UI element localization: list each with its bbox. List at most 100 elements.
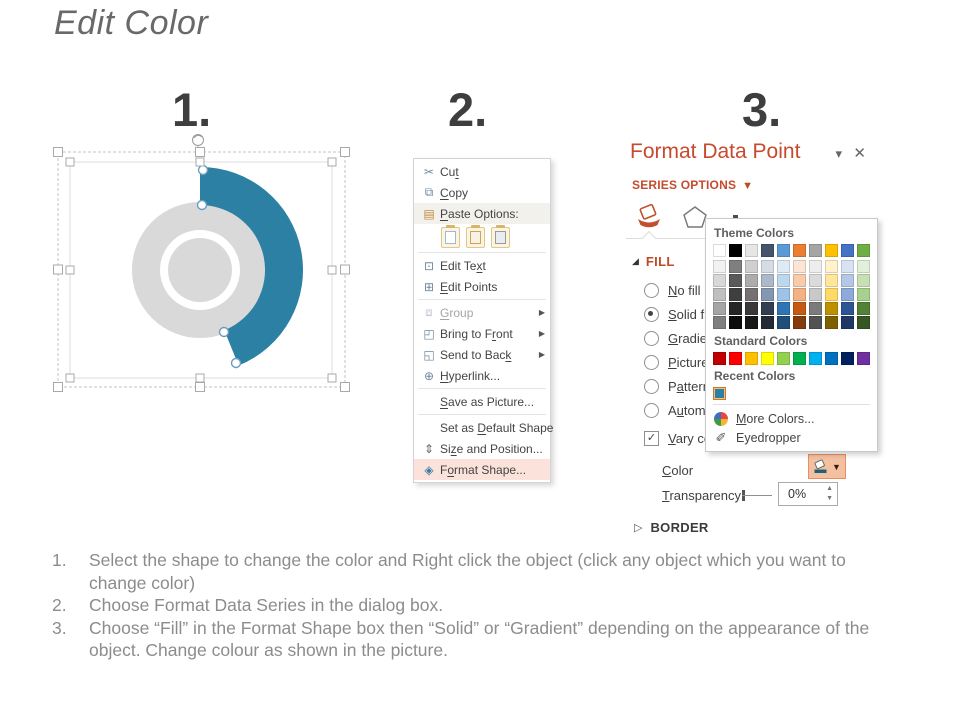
color-swatch[interactable] (713, 274, 726, 287)
radio-icon[interactable] (644, 306, 659, 322)
menu-item-cut[interactable]: ✂ Cut (414, 161, 550, 182)
color-swatch[interactable] (713, 352, 726, 365)
color-swatch[interactable] (825, 244, 838, 257)
color-swatch[interactable] (857, 244, 870, 257)
color-swatch[interactable] (825, 288, 838, 301)
color-swatch[interactable] (745, 288, 758, 301)
paste-option-merge-icon[interactable] (466, 224, 485, 248)
rotation-handle[interactable] (192, 134, 204, 146)
color-swatch[interactable] (777, 288, 790, 301)
border-section-header[interactable]: ▷ BORDER (634, 520, 709, 535)
color-swatch[interactable] (825, 260, 838, 273)
color-swatch[interactable] (793, 316, 806, 329)
color-swatch[interactable] (729, 288, 742, 301)
color-swatch[interactable] (761, 244, 774, 257)
radio-icon[interactable] (644, 378, 659, 394)
color-swatch[interactable] (745, 352, 758, 365)
color-swatch[interactable] (761, 302, 774, 315)
fill-color-button[interactable]: ▼ (808, 454, 846, 479)
color-swatch[interactable] (761, 316, 774, 329)
color-swatch[interactable] (841, 302, 854, 315)
color-swatch[interactable] (729, 352, 742, 365)
color-swatch[interactable] (777, 274, 790, 287)
color-swatch[interactable] (793, 260, 806, 273)
spin-up-icon[interactable]: ▲ (826, 485, 833, 492)
eyedropper-item[interactable]: ✐ Eyedropper (713, 428, 870, 447)
color-swatch[interactable] (857, 302, 870, 315)
color-swatch[interactable] (841, 274, 854, 287)
menu-item-edit-points[interactable]: ⊞ Edit Points (414, 276, 550, 297)
color-swatch[interactable] (809, 302, 822, 315)
menu-item-paste-options[interactable]: ▤ Paste Options: (414, 203, 550, 224)
color-swatch[interactable] (729, 244, 742, 257)
color-swatch[interactable] (857, 316, 870, 329)
color-swatch[interactable] (745, 316, 758, 329)
menu-item-edit-text[interactable]: ⊡ Edit Text (414, 255, 550, 276)
tab-fill-line[interactable] (634, 202, 664, 230)
color-swatch[interactable] (825, 316, 838, 329)
color-swatch[interactable] (729, 274, 742, 287)
color-swatch[interactable] (793, 274, 806, 287)
transparency-value-field[interactable]: 0% ▲ ▼ (778, 482, 838, 506)
color-swatch[interactable] (825, 274, 838, 287)
color-swatch[interactable] (713, 302, 726, 315)
color-swatch[interactable] (729, 316, 742, 329)
color-swatch[interactable] (841, 260, 854, 273)
selected-donut-shape[interactable] (50, 130, 355, 395)
color-swatch[interactable] (809, 244, 822, 257)
fill-option-no-fill[interactable]: No fill (644, 278, 874, 302)
close-icon[interactable]: ✕ (853, 145, 866, 162)
arc-handles[interactable] (196, 164, 242, 369)
color-swatch[interactable] (793, 244, 806, 257)
color-swatch[interactable] (841, 244, 854, 257)
menu-item-copy[interactable]: ⧉ Copy (414, 182, 550, 203)
color-swatch[interactable] (857, 352, 870, 365)
menu-item-set-as-default-shape[interactable]: Set as Default Shape (414, 417, 553, 438)
color-swatch[interactable] (761, 288, 774, 301)
transparency-slider[interactable] (742, 490, 772, 501)
color-swatch[interactable] (777, 316, 790, 329)
tab-effects[interactable] (682, 204, 708, 230)
color-swatch[interactable] (841, 316, 854, 329)
menu-item-hyperlink[interactable]: ⊕ Hyperlink... (414, 365, 550, 386)
color-swatch[interactable] (745, 260, 758, 273)
fill-section-header[interactable]: ◢ FILL (632, 254, 675, 269)
checkbox-icon[interactable]: ✓ (644, 430, 659, 446)
color-swatch[interactable] (777, 352, 790, 365)
color-swatch[interactable] (857, 260, 870, 273)
color-swatch[interactable] (793, 288, 806, 301)
radio-icon[interactable] (644, 354, 659, 370)
color-swatch[interactable] (713, 260, 726, 273)
color-swatch[interactable] (809, 288, 822, 301)
color-swatch[interactable] (761, 352, 774, 365)
color-swatch[interactable] (713, 316, 726, 329)
radio-icon[interactable] (644, 330, 659, 346)
color-swatch[interactable] (777, 260, 790, 273)
donut-chart[interactable] (132, 202, 268, 338)
color-swatch[interactable] (761, 274, 774, 287)
color-swatch[interactable] (713, 244, 726, 257)
paste-option-keep-source-icon[interactable] (441, 224, 460, 248)
fill-option-solid-fill[interactable]: Solid fill (644, 302, 874, 326)
color-swatch[interactable] (745, 274, 758, 287)
spin-down-icon[interactable]: ▼ (826, 495, 833, 502)
series-options-header[interactable]: SERIES OPTIONS ▼ (632, 178, 753, 192)
color-swatch[interactable] (809, 352, 822, 365)
color-swatch[interactable] (777, 244, 790, 257)
color-swatch[interactable] (761, 260, 774, 273)
color-swatch[interactable] (793, 352, 806, 365)
radio-icon[interactable] (644, 282, 659, 298)
color-swatch[interactable] (793, 302, 806, 315)
color-swatch[interactable] (809, 274, 822, 287)
color-swatch[interactable] (809, 260, 822, 273)
menu-item-group[interactable]: ⧈ Group ▶ (414, 302, 550, 323)
menu-item-send-to-back[interactable]: ◱ Send to Back ▶ (414, 344, 550, 365)
color-swatch[interactable] (825, 302, 838, 315)
menu-item-bring-to-front[interactable]: ◰ Bring to Front ▶ (414, 323, 550, 344)
color-swatch[interactable] (777, 302, 790, 315)
color-swatch[interactable] (713, 387, 726, 400)
menu-item-save-as-picture[interactable]: Save as Picture... (414, 391, 550, 412)
color-swatch[interactable] (825, 352, 838, 365)
color-swatch[interactable] (745, 244, 758, 257)
menu-item-format-shape[interactable]: ◈ Format Shape... (414, 459, 550, 480)
